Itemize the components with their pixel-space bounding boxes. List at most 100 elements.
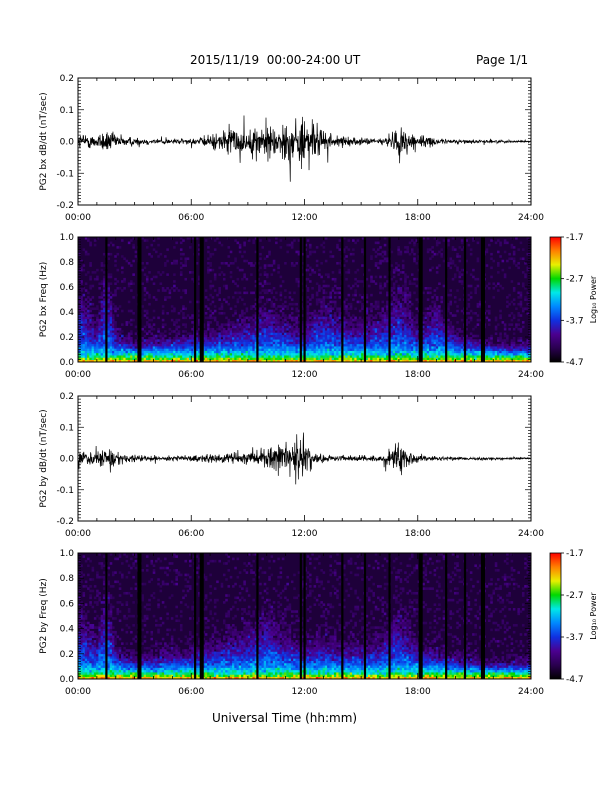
heatmap-cell xyxy=(381,330,385,333)
heatmap-cell xyxy=(311,318,314,322)
heatmap-cell xyxy=(458,327,462,331)
heatmap-cell xyxy=(487,309,491,313)
heatmap-cell xyxy=(96,343,99,347)
heatmap-cell xyxy=(390,323,394,326)
heatmap-cell xyxy=(352,330,355,333)
heatmap-cell xyxy=(111,348,115,351)
heatmap-cell xyxy=(447,337,450,340)
heatmap-cell xyxy=(191,327,194,331)
heatmap-cell xyxy=(238,327,242,331)
heatmap-cell xyxy=(111,314,115,317)
heatmap-cell xyxy=(397,291,400,295)
heatmap-cell xyxy=(186,355,190,358)
heatmap-cell xyxy=(456,352,459,356)
heatmap-cell xyxy=(318,334,321,338)
heatmap-cell xyxy=(204,334,208,338)
heatmap-cell xyxy=(490,239,493,242)
heatmap-cell xyxy=(345,332,348,336)
heatmap-cell xyxy=(336,243,339,247)
heatmap-cell xyxy=(442,330,446,333)
heatmap-cell xyxy=(259,325,262,329)
heatmap-cell xyxy=(204,339,208,342)
heatmap-cell xyxy=(379,316,382,320)
heatmap-cell xyxy=(472,350,475,354)
heatmap-cell xyxy=(261,346,265,349)
heatmap-cell xyxy=(521,325,525,329)
heatmap-cell xyxy=(431,321,434,324)
heatmap-cell xyxy=(324,357,328,361)
heatmap-cell xyxy=(347,312,351,315)
heatmap-cell xyxy=(379,348,382,351)
heatmap-cell xyxy=(329,330,332,333)
heatmap-cell xyxy=(275,330,278,333)
heatmap-cell xyxy=(406,348,409,351)
heatmap-cell xyxy=(152,282,156,286)
heatmap-cell xyxy=(270,327,274,331)
heatmap-cell xyxy=(372,327,376,331)
heatmap-cell xyxy=(379,346,382,349)
heatmap-cell xyxy=(275,337,278,340)
heatmap-cell xyxy=(80,298,83,301)
heatmap-cell xyxy=(236,341,240,345)
heatmap-cell xyxy=(84,325,88,329)
heatmap-cell xyxy=(87,348,90,351)
heatmap-cell xyxy=(390,321,394,324)
heatmap-cell xyxy=(426,332,430,336)
heatmap-cell xyxy=(166,339,169,342)
heatmap-cell xyxy=(404,339,407,342)
heatmap-cell xyxy=(297,346,301,349)
heatmap-cell xyxy=(143,273,147,276)
heatmap-cell xyxy=(474,359,477,363)
heatmap-cell xyxy=(329,346,332,349)
heatmap-cell xyxy=(365,334,369,338)
heatmap-cell xyxy=(111,332,115,336)
heatmap-cell xyxy=(415,334,419,338)
heatmap-cell xyxy=(415,339,419,342)
heatmap-cell xyxy=(102,282,106,286)
heatmap-cell xyxy=(213,273,217,276)
heatmap-cell xyxy=(241,327,244,331)
heatmap-cell xyxy=(345,330,348,333)
heatmap-cell xyxy=(202,337,206,340)
heatmap-cell xyxy=(195,343,199,347)
heatmap-cell xyxy=(315,323,319,326)
heatmap-cell xyxy=(132,246,135,249)
heatmap-cell xyxy=(254,284,258,288)
heatmap-cell xyxy=(395,321,398,324)
heatmap-cell xyxy=(284,327,287,331)
heatmap-cell xyxy=(408,339,412,342)
heatmap-cell xyxy=(309,346,312,349)
heatmap-cell xyxy=(343,302,346,306)
heatmap-cell xyxy=(390,277,394,281)
heatmap-cell xyxy=(107,275,110,279)
heatmap-cell xyxy=(107,343,110,347)
heatmap-cell xyxy=(345,307,348,311)
heatmap-cell xyxy=(460,341,464,345)
heatmap-cell xyxy=(293,348,296,351)
heatmap-cell xyxy=(184,262,188,265)
heatmap-cell xyxy=(465,323,468,326)
heatmap-cell xyxy=(222,357,226,361)
heatmap-cell xyxy=(320,330,323,333)
heatmap-cell xyxy=(406,350,409,354)
heatmap-cell xyxy=(98,330,101,333)
heatmap-cell xyxy=(116,355,120,358)
heatmap-cell xyxy=(433,252,437,256)
heatmap-cell xyxy=(277,346,280,349)
heatmap-cell xyxy=(451,348,455,351)
heatmap-cell xyxy=(399,296,403,299)
heatmap-cell xyxy=(89,307,92,311)
heatmap-cell xyxy=(313,271,317,274)
heatmap-cell xyxy=(209,350,212,354)
heatmap-cell xyxy=(89,350,92,354)
heatmap-cell xyxy=(272,341,276,345)
heatmap-cell xyxy=(349,343,353,347)
heatmap-cell xyxy=(322,296,326,299)
heatmap-cell xyxy=(485,250,489,254)
heatmap-cell xyxy=(179,337,183,340)
heatmap-cell xyxy=(109,273,113,276)
heatmap-cell xyxy=(392,339,396,342)
heatmap-cell xyxy=(467,321,471,324)
heatmap-cell xyxy=(381,259,385,263)
heatmap-cell xyxy=(207,271,210,274)
